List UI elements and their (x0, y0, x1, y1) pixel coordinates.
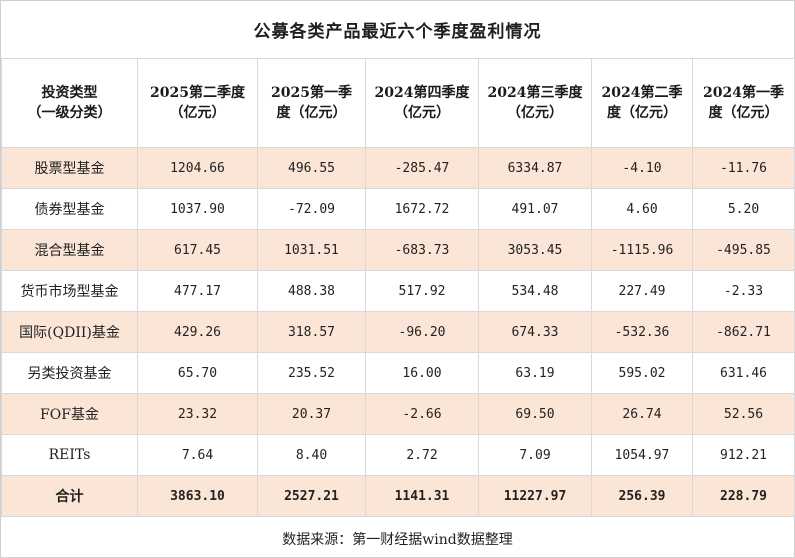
table-cell: 63.19 (478, 352, 592, 394)
source-note: 数据来源：第一财经据wind数据整理 (282, 531, 513, 548)
table-cell: -862.71 (692, 311, 795, 353)
table-cell: -2.33 (692, 270, 795, 312)
row-label: 货币市场型基金 (1, 270, 138, 312)
table-cell: 23.32 (137, 393, 258, 435)
table-cell: 1037.90 (137, 188, 258, 230)
total-label: 合计 (1, 475, 138, 517)
header-row: 投资类型 （一级分类） 2025第二季度 （亿元） 2025第一季 度（亿元） 202… (1, 58, 795, 148)
table-cell: -11.76 (692, 147, 795, 189)
table-cell: 65.70 (137, 352, 258, 394)
header-cell-2024q4: 2024第四季度 （亿元） (365, 58, 479, 148)
table-cell: 7.09 (478, 434, 592, 476)
table-cell: 5.20 (692, 188, 795, 230)
table-cell: -532.36 (591, 311, 693, 353)
table-cell: 912.21 (692, 434, 795, 476)
table-row: REITs 7.64 8.40 2.72 7.09 1054.97 912.21 (1, 434, 795, 476)
table-cell: 8.40 (257, 434, 366, 476)
table-cell: -495.85 (692, 229, 795, 271)
table-cell: 26.74 (591, 393, 693, 435)
table-cell: -96.20 (365, 311, 479, 353)
total-cell: 2527.21 (257, 475, 366, 517)
table-cell: -72.09 (257, 188, 366, 230)
table-cell: 20.37 (257, 393, 366, 435)
table-cell: 69.50 (478, 393, 592, 435)
table-cell: 429.26 (137, 311, 258, 353)
table-cell: 1054.97 (591, 434, 693, 476)
table-cell: 617.45 (137, 229, 258, 271)
table-cell: 491.07 (478, 188, 592, 230)
row-label: REITs (1, 434, 138, 476)
table-cell: 496.55 (257, 147, 366, 189)
header-cell-2024q1: 2024第一季 度（亿元） (692, 58, 795, 148)
row-label: 股票型基金 (1, 147, 138, 189)
table-row: 国际(QDII)基金 429.26 318.57 -96.20 674.33 -… (1, 311, 795, 353)
table-cell: 595.02 (591, 352, 693, 394)
table-cell: 477.17 (137, 270, 258, 312)
header-cell-2025q1: 2025第一季 度（亿元） (257, 58, 366, 148)
table-row: FOF基金 23.32 20.37 -2.66 69.50 26.74 52.5… (1, 393, 795, 435)
table-cell: 1031.51 (257, 229, 366, 271)
page-title: 公募各类产品最近六个季度盈利情况 (253, 22, 542, 42)
table-cell: 674.33 (478, 311, 592, 353)
profit-table: 投资类型 （一级分类） 2025第二季度 （亿元） 2025第一季 度（亿元） 202… (1, 58, 795, 517)
table-cell: 1672.72 (365, 188, 479, 230)
header-cell-type: 投资类型 （一级分类） (1, 58, 138, 148)
table-row: 债券型基金 1037.90 -72.09 1672.72 491.07 4.60… (1, 188, 795, 230)
table-row: 另类投资基金 65.70 235.52 16.00 63.19 595.02 6… (1, 352, 795, 394)
table-cell: 318.57 (257, 311, 366, 353)
table-cell: 2.72 (365, 434, 479, 476)
table-cell: 6334.87 (478, 147, 592, 189)
table-cell: 3053.45 (478, 229, 592, 271)
header-cell-2024q3: 2024第三季度 （亿元） (478, 58, 592, 148)
row-label: FOF基金 (1, 393, 138, 435)
table-cell: 1204.66 (137, 147, 258, 189)
total-cell: 228.79 (692, 475, 795, 517)
table-row: 股票型基金 1204.66 496.55 -285.47 6334.87 -4.… (1, 147, 795, 189)
table-cell: 4.60 (591, 188, 693, 230)
total-row: 合计 3863.10 2527.21 1141.31 11227.97 256.… (1, 475, 795, 517)
table-cell: -683.73 (365, 229, 479, 271)
table-cell: 227.49 (591, 270, 693, 312)
header-cell-2024q2: 2024第二季 度（亿元） (591, 58, 693, 148)
row-label: 国际(QDII)基金 (1, 311, 138, 353)
table-cell: 16.00 (365, 352, 479, 394)
table-row: 货币市场型基金 477.17 488.38 517.92 534.48 227.… (1, 270, 795, 312)
table-cell: 488.38 (257, 270, 366, 312)
table-cell: 7.64 (137, 434, 258, 476)
table-row: 混合型基金 617.45 1031.51 -683.73 3053.45 -11… (1, 229, 795, 271)
table-cell: -1115.96 (591, 229, 693, 271)
table-cell: 52.56 (692, 393, 795, 435)
header-cell-2025q2: 2025第二季度 （亿元） (137, 58, 258, 148)
total-cell: 3863.10 (137, 475, 258, 517)
total-cell: 256.39 (591, 475, 693, 517)
row-label: 混合型基金 (1, 229, 138, 271)
table-cell: -285.47 (365, 147, 479, 189)
total-cell: 11227.97 (478, 475, 592, 517)
table-cell: 631.46 (692, 352, 795, 394)
row-label: 另类投资基金 (1, 352, 138, 394)
row-label: 债券型基金 (1, 188, 138, 230)
table-cell: 517.92 (365, 270, 479, 312)
total-cell: 1141.31 (365, 475, 479, 517)
table-cell: -4.10 (591, 147, 693, 189)
table-cell: -2.66 (365, 393, 479, 435)
table-cell: 534.48 (478, 270, 592, 312)
table-cell: 235.52 (257, 352, 366, 394)
